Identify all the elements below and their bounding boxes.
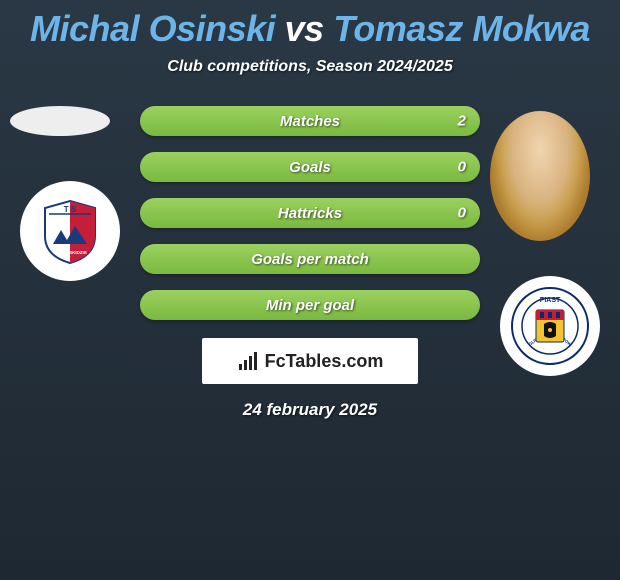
player2-photo [490,111,590,241]
stat-row-hattricks: Hattricks 0 [140,198,480,228]
stat-label: Goals [289,159,331,176]
svg-text:PIAST: PIAST [540,297,561,304]
player2-club-badge: PIAST PIAST GLIWICKI SPORTOW [500,276,600,376]
piast-crest-icon: PIAST PIAST GLIWICKI SPORTOW [510,286,590,366]
stat-value-right: 0 [458,159,466,176]
bars-icon [237,350,259,372]
stat-value-right: 2 [458,113,466,130]
stat-row-goals: Goals 0 [140,152,480,182]
brand-text: FcTables.com [265,351,384,372]
stat-value-right: 0 [458,205,466,222]
title-player1: Michal Osinski [30,8,275,49]
stat-label: Matches [280,113,340,130]
stat-bars: Matches 2 Goals 0 Hattricks 0 Goals per … [140,106,480,320]
stat-label: Goals per match [251,251,369,268]
brand-box: FcTables.com [202,338,418,384]
stat-row-mpg: Min per goal [140,290,480,320]
comparison-container: T S PODBESKIDZIE PIAST PIAST GLIWICKI SP… [0,106,620,420]
stat-label: Min per goal [266,297,354,314]
svg-text:PODBESKIDZIE: PODBESKIDZIE [53,250,87,255]
title-vs: vs [285,8,324,49]
stat-label: Hattricks [278,205,342,222]
podbeskidzie-crest-icon: T S PODBESKIDZIE [35,196,105,266]
svg-text:T S: T S [64,205,77,214]
title-player2: Tomasz Mokwa [333,8,590,49]
player1-photo [10,106,110,136]
stat-row-gpm: Goals per match [140,244,480,274]
stat-row-matches: Matches 2 [140,106,480,136]
subtitle: Club competitions, Season 2024/2025 [0,58,620,76]
page-title: Michal Osinski vs Tomasz Mokwa [0,0,620,50]
player1-club-badge: T S PODBESKIDZIE [20,181,120,281]
date-text: 24 february 2025 [0,400,620,420]
svg-text:PIAST: PIAST [510,286,528,288]
